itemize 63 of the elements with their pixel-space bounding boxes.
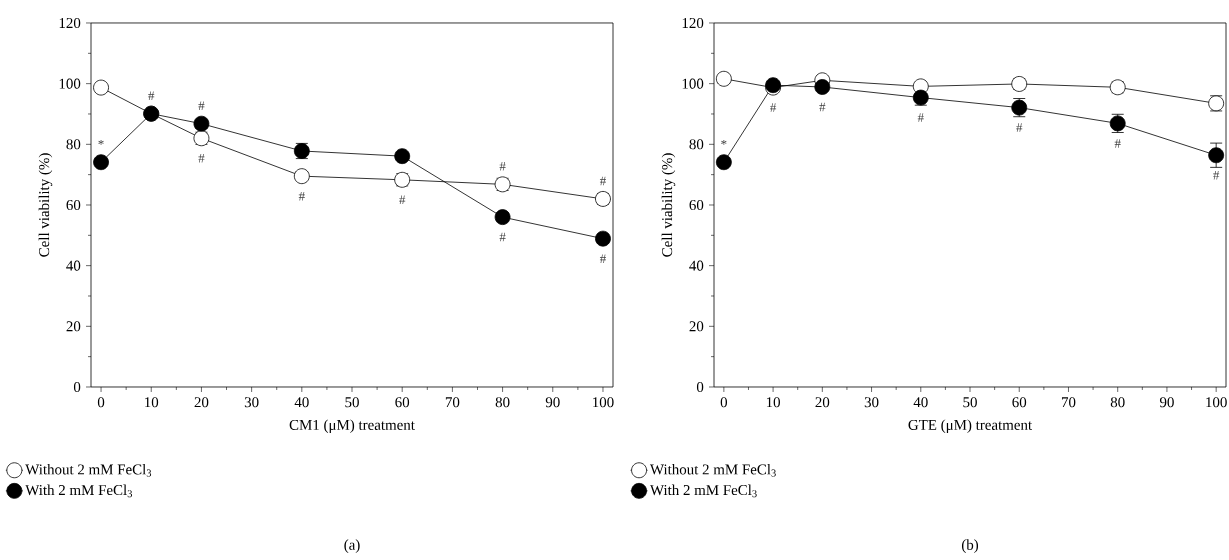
x-tick-label: 90 xyxy=(1159,397,1174,408)
y-tick-label: 100 xyxy=(59,78,81,89)
x-tick-label: 100 xyxy=(593,397,614,408)
x-tick-label: 10 xyxy=(145,397,159,408)
x-tick-label: 70 xyxy=(445,397,460,408)
x-tick-label: 60 xyxy=(395,397,410,408)
legend-label: With 2 mM FeCl$_{3}$ xyxy=(649,484,757,498)
legend-label: With 2 mM FeCl$_{3}$ xyxy=(25,484,132,498)
annotation: * xyxy=(98,139,104,145)
x-tick-label: 80 xyxy=(1110,397,1125,408)
x-tick-label: 70 xyxy=(1061,397,1076,408)
annotation: # xyxy=(198,101,205,110)
x-tick-label: 30 xyxy=(864,397,879,408)
x-axis-title: GTE (μM) treatment xyxy=(908,419,1033,433)
y-tick-label: 100 xyxy=(682,78,704,89)
x-tick-label: 60 xyxy=(1012,397,1027,408)
y-tick-label: 0 xyxy=(73,381,81,393)
y-axis-title: Cell viability (%) xyxy=(38,153,53,257)
x-tick-label: 100 xyxy=(1206,397,1227,408)
y-tick-label: 20 xyxy=(689,321,704,332)
y-tick-label: 40 xyxy=(66,260,81,271)
x-tick-label: 0 xyxy=(720,397,728,408)
y-axis-title: Cell viability (%) xyxy=(661,153,676,257)
annotation: # xyxy=(1213,170,1220,180)
x-tick-label: 20 xyxy=(815,397,830,408)
annotation: # xyxy=(819,102,826,112)
y-tick-label: 20 xyxy=(66,321,81,332)
annotation: # xyxy=(198,154,205,163)
annotation: # xyxy=(1016,123,1023,132)
legend-label: Without 2 mM FeCl$_{3}$ xyxy=(649,463,776,477)
y-tick-label: 120 xyxy=(682,17,704,29)
annotation: # xyxy=(499,162,506,171)
y-tick-label: 0 xyxy=(696,381,704,393)
x-tick-label: 40 xyxy=(294,397,309,408)
legend-label: Without 2 mM FeCl$_{3}$ xyxy=(25,463,152,477)
x-tick-label: 50 xyxy=(963,397,977,408)
y-tick-label: 120 xyxy=(59,17,81,29)
x-tick-label: 50 xyxy=(345,397,359,408)
x-tick-label: 20 xyxy=(194,397,209,408)
text: (a) xyxy=(344,539,360,553)
annotation: # xyxy=(770,103,777,112)
annotation: # xyxy=(298,191,305,201)
annotation: # xyxy=(917,113,924,122)
annotation: # xyxy=(1114,139,1121,148)
y-tick-label: 80 xyxy=(689,139,704,150)
x-axis-title: CM1 (μM) treatment xyxy=(289,419,415,433)
annotation: # xyxy=(599,254,606,263)
annotation: * xyxy=(721,139,727,145)
y-tick-label: 60 xyxy=(689,199,704,211)
x-tick-label: 30 xyxy=(244,397,259,408)
x-tick-label: 40 xyxy=(913,397,928,408)
annotation: # xyxy=(499,232,506,242)
y-tick-label: 80 xyxy=(66,139,81,150)
y-tick-label: 40 xyxy=(689,260,704,271)
y-tick-label: 60 xyxy=(66,199,81,211)
text: (b) xyxy=(961,539,979,553)
x-tick-label: 10 xyxy=(766,397,780,408)
annotation: # xyxy=(148,91,155,100)
annotation: # xyxy=(599,176,606,186)
annotation: # xyxy=(399,195,406,205)
x-tick-label: 90 xyxy=(545,397,560,408)
x-tick-label: 0 xyxy=(97,397,105,408)
x-tick-label: 80 xyxy=(495,397,510,408)
